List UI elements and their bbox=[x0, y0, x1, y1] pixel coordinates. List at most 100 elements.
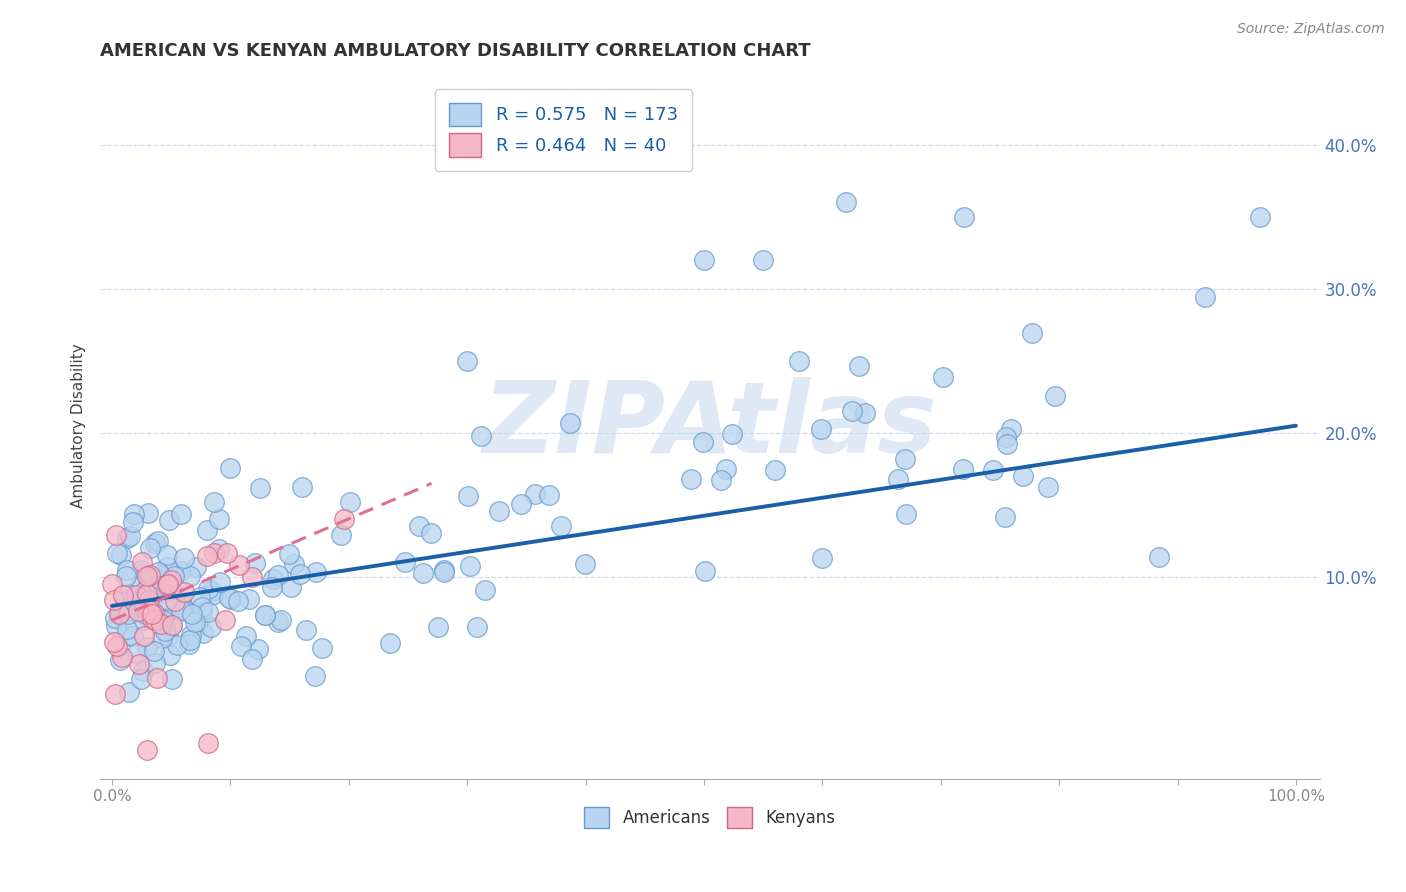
Point bbox=[159, 648, 181, 662]
Point bbox=[121, 516, 143, 530]
Point bbox=[201, 584, 224, 599]
Point bbox=[240, 651, 263, 665]
Point bbox=[693, 564, 716, 578]
Point bbox=[714, 462, 737, 476]
Point bbox=[1194, 290, 1216, 304]
Point bbox=[295, 624, 318, 638]
Point bbox=[412, 566, 434, 581]
Point bbox=[197, 606, 219, 620]
Point bbox=[135, 587, 157, 601]
Point bbox=[142, 606, 165, 620]
Point bbox=[124, 507, 146, 521]
Point bbox=[219, 461, 242, 475]
Point bbox=[200, 620, 222, 634]
Point bbox=[163, 594, 186, 608]
Point bbox=[132, 664, 155, 678]
Point bbox=[139, 567, 162, 582]
Point bbox=[465, 620, 488, 634]
Point bbox=[235, 629, 257, 643]
Point bbox=[488, 504, 510, 518]
Point bbox=[104, 687, 127, 701]
Point bbox=[104, 528, 127, 542]
Point bbox=[138, 592, 160, 607]
Point bbox=[114, 595, 136, 609]
Y-axis label: Ambulatory Disability: Ambulatory Disability bbox=[72, 343, 86, 508]
Point bbox=[141, 599, 163, 613]
Point bbox=[201, 588, 224, 602]
Point bbox=[117, 531, 139, 545]
Point bbox=[679, 472, 702, 486]
Point bbox=[266, 615, 288, 629]
Point bbox=[215, 545, 238, 559]
Point bbox=[118, 629, 141, 643]
Point bbox=[152, 613, 174, 627]
Point bbox=[226, 593, 249, 607]
Point bbox=[136, 506, 159, 520]
Point bbox=[339, 495, 361, 509]
Point bbox=[197, 736, 219, 750]
Point bbox=[458, 559, 481, 574]
Point bbox=[1249, 210, 1271, 224]
Point bbox=[886, 472, 908, 486]
Point bbox=[111, 650, 134, 665]
Point bbox=[270, 613, 292, 627]
Text: ZIPAtlas: ZIPAtlas bbox=[482, 377, 938, 475]
Point bbox=[174, 604, 197, 618]
Point bbox=[110, 549, 132, 563]
Point bbox=[981, 463, 1004, 477]
Point bbox=[160, 618, 183, 632]
Point bbox=[162, 672, 184, 686]
Point bbox=[260, 580, 283, 594]
Point bbox=[470, 429, 492, 443]
Point bbox=[304, 669, 326, 683]
Point bbox=[131, 555, 153, 569]
Point bbox=[510, 497, 533, 511]
Point bbox=[132, 600, 155, 615]
Point bbox=[156, 559, 179, 574]
Point bbox=[108, 653, 131, 667]
Point bbox=[115, 622, 138, 636]
Point bbox=[1000, 422, 1022, 436]
Point bbox=[143, 613, 166, 627]
Point bbox=[1038, 480, 1060, 494]
Point bbox=[157, 512, 180, 526]
Point bbox=[283, 557, 305, 571]
Point bbox=[262, 572, 284, 586]
Point bbox=[143, 656, 166, 670]
Point bbox=[254, 607, 277, 622]
Point bbox=[537, 488, 560, 502]
Point bbox=[117, 607, 139, 621]
Point bbox=[128, 657, 150, 671]
Point bbox=[150, 631, 173, 645]
Point bbox=[129, 563, 152, 577]
Point bbox=[378, 636, 401, 650]
Point bbox=[157, 629, 180, 643]
Point bbox=[148, 579, 170, 593]
Point bbox=[162, 584, 184, 599]
Point bbox=[893, 451, 915, 466]
Point bbox=[163, 601, 186, 615]
Point bbox=[156, 578, 179, 592]
Point bbox=[117, 587, 139, 601]
Point bbox=[143, 644, 166, 658]
Point bbox=[249, 481, 271, 495]
Point bbox=[848, 359, 870, 374]
Point bbox=[202, 495, 225, 509]
Point bbox=[105, 546, 128, 560]
Point bbox=[277, 547, 299, 561]
Point bbox=[456, 353, 478, 368]
Point bbox=[186, 560, 208, 574]
Point bbox=[141, 607, 163, 621]
Text: AMERICAN VS KENYAN AMBULATORY DISABILITY CORRELATION CHART: AMERICAN VS KENYAN AMBULATORY DISABILITY… bbox=[100, 42, 811, 60]
Point bbox=[994, 510, 1017, 524]
Point bbox=[195, 549, 218, 563]
Point bbox=[146, 565, 169, 579]
Point bbox=[160, 617, 183, 632]
Point bbox=[240, 570, 263, 584]
Point bbox=[1043, 389, 1066, 403]
Point bbox=[115, 568, 138, 582]
Point bbox=[132, 614, 155, 628]
Point bbox=[112, 602, 135, 616]
Point bbox=[208, 541, 231, 556]
Point bbox=[153, 610, 176, 624]
